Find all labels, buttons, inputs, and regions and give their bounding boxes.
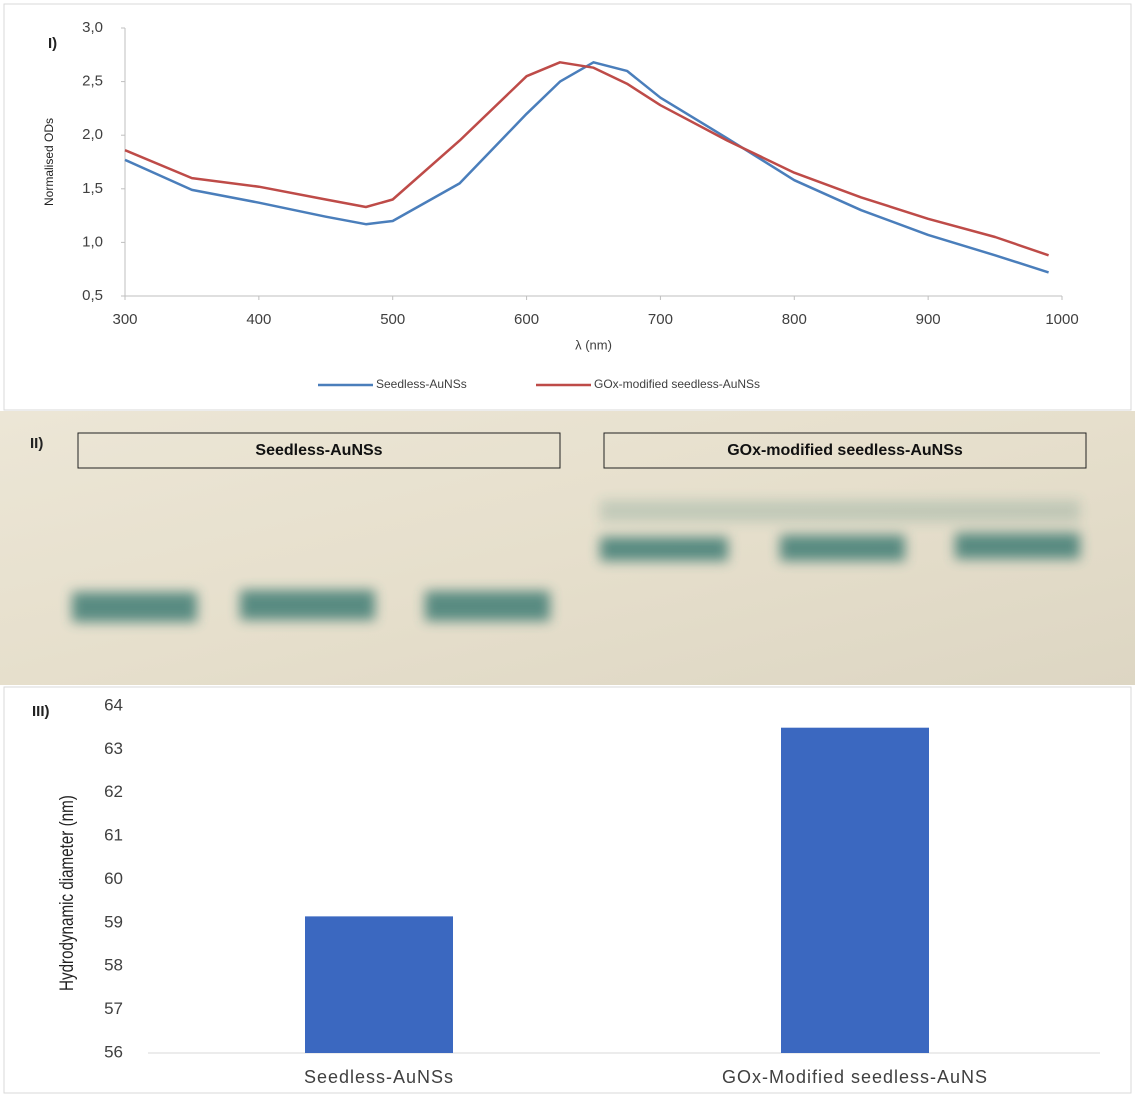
x-tick-label: 500 (380, 311, 405, 328)
band (600, 537, 728, 561)
y-tick-label: 58 (104, 956, 123, 975)
panel-label: II) (30, 435, 43, 452)
band (780, 535, 905, 561)
panel-label: I) (48, 35, 57, 52)
x-tick-label: 900 (916, 311, 941, 328)
y-tick-label: 2,0 (82, 126, 103, 143)
lane-box (77, 432, 561, 469)
band (955, 533, 1080, 559)
y-tick-label: 59 (104, 912, 123, 931)
y-tick-label: 1,5 (82, 180, 103, 197)
y-axis-label: Normalised ODs (42, 118, 56, 206)
gel-bands (72, 500, 1080, 622)
y-tick-label: 0,5 (82, 287, 103, 304)
band (240, 590, 375, 620)
bar (781, 727, 929, 1053)
series-line (124, 61, 1050, 257)
y-tick-label: 3,0 (82, 19, 103, 36)
lane-box (603, 432, 1087, 469)
y-tick-label: 57 (104, 999, 123, 1018)
panel-frame (3, 3, 1132, 411)
panel-label: III) (32, 703, 50, 720)
y-tick-label: 63 (104, 739, 123, 758)
panel-frame (3, 686, 1132, 1094)
x-tick-label: 600 (514, 311, 539, 328)
y-tick-label: 62 (104, 782, 123, 801)
x-tick-label: GOx-Modified seedless-AuNS (722, 1067, 988, 1087)
y-tick-label: 56 (104, 1042, 123, 1061)
band (72, 592, 197, 622)
x-tick-label: 800 (782, 311, 807, 328)
legend-label: GOx-modified seedless-AuNSs (594, 377, 760, 391)
band (425, 591, 550, 621)
x-axis-label: λ (nm) (575, 337, 612, 352)
y-tick-label: 61 (104, 826, 123, 845)
y-tick-label: 60 (104, 869, 123, 888)
y-tick-label: 64 (104, 695, 123, 714)
x-tick-label: 300 (112, 311, 137, 328)
lane-label: GOx-modified seedless-AuNSs (727, 442, 963, 459)
gel-image (0, 411, 1135, 685)
x-tick-label: 400 (246, 311, 271, 328)
y-tick-label: 2,5 (82, 73, 103, 90)
x-tick-label: 1000 (1045, 311, 1078, 328)
legend-label: Seedless-AuNSs (376, 377, 467, 391)
bar (305, 916, 453, 1053)
lane-label: Seedless-AuNSs (255, 442, 382, 459)
series-line (124, 61, 1049, 274)
y-axis-label: Hydrodynamic diameter (nm) (55, 795, 77, 991)
y-tick-label: 1,0 (82, 233, 103, 250)
band-smear (600, 500, 1080, 522)
x-tick-label: 700 (648, 311, 673, 328)
x-tick-label: Seedless-AuNSs (304, 1067, 454, 1087)
